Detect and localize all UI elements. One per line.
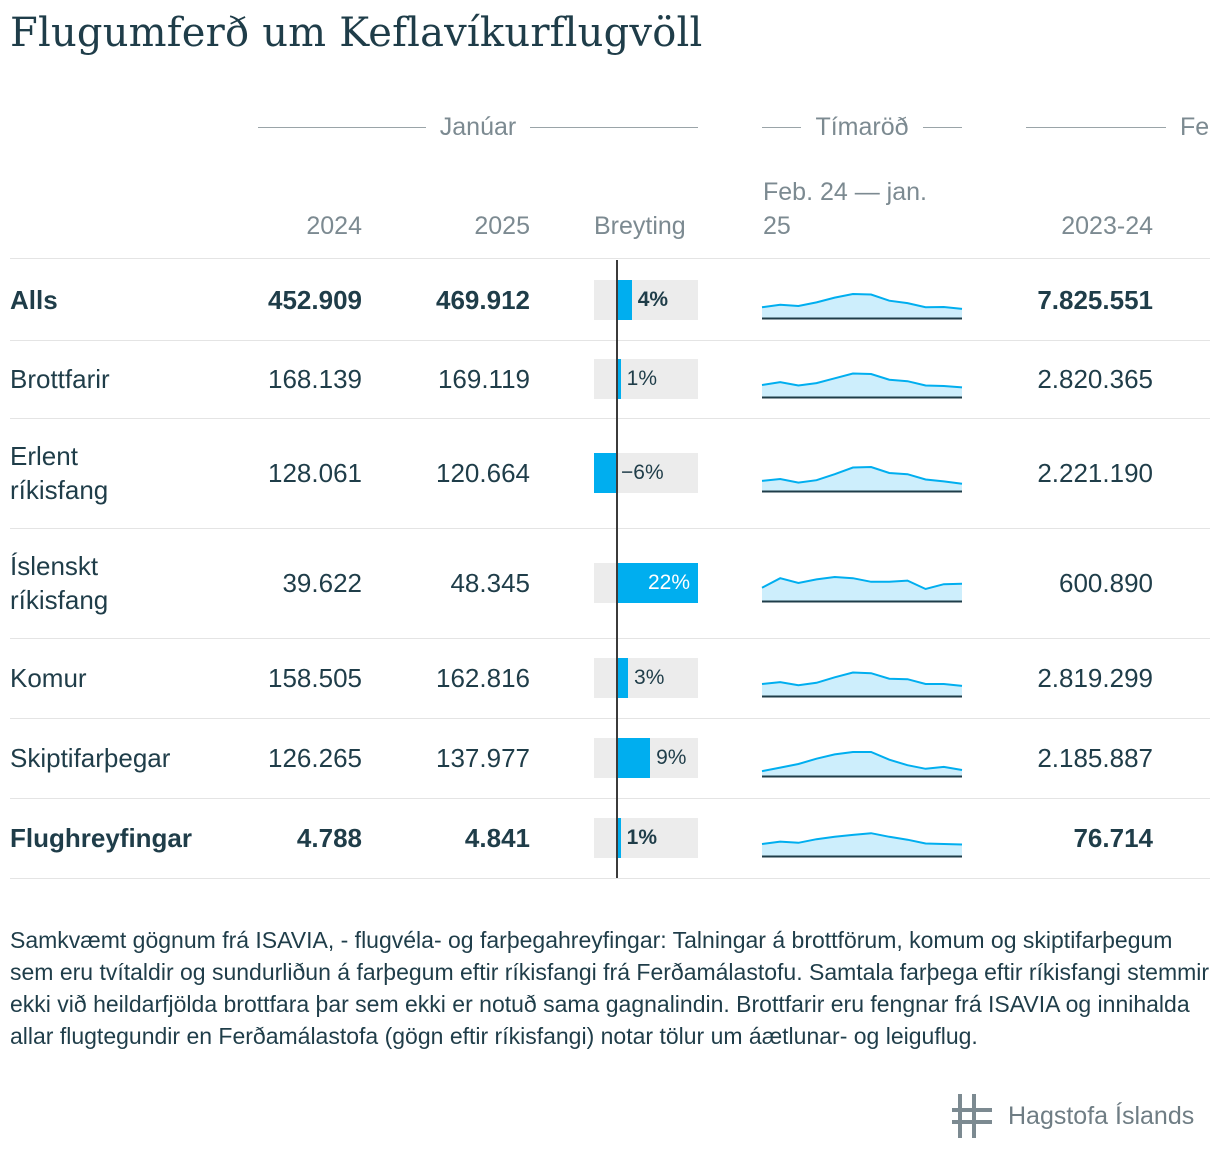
cell-y2024: 4.788 <box>296 823 362 853</box>
row-divider <box>10 798 1210 799</box>
sparkline <box>761 465 963 493</box>
column-header-series: Feb. 24 — jan. 25 <box>763 175 983 243</box>
change-bar-track <box>594 359 698 399</box>
sparkline <box>761 671 963 698</box>
row-label: Brottfarir <box>10 364 110 394</box>
cell-y2024: 158.505 <box>268 663 362 693</box>
change-label: 3% <box>634 666 665 689</box>
row-label: Flughreyfingar <box>10 823 193 853</box>
change-label: 1% <box>626 826 658 849</box>
cell-y2024: 452.909 <box>268 285 362 315</box>
cell-y2025: 4.841 <box>464 823 530 853</box>
hagstofa-logo-text: Hagstofa Íslands <box>1008 1101 1195 1130</box>
column-header-2024: 2024 <box>306 212 362 240</box>
row-divider <box>10 878 1210 879</box>
change-label: 9% <box>656 746 687 769</box>
column-header-series-line1: Feb. 24 — jan. <box>763 178 927 206</box>
sparkline <box>761 751 963 778</box>
row-label: Komur <box>10 663 87 693</box>
cell-y2024: 126.265 <box>268 743 362 773</box>
cell-y2025: 48.345 <box>450 568 530 598</box>
group-header-february: Fe <box>1026 110 1220 144</box>
sparkline-line <box>761 832 963 846</box>
change-bar <box>617 280 632 320</box>
group-header-series: Tímaröð <box>762 110 962 144</box>
row-divider <box>10 528 1210 529</box>
cell-year-total: 76.714 <box>1073 823 1153 853</box>
cell-y2024: 39.622 <box>282 568 362 598</box>
table-top-rule <box>10 258 1210 259</box>
cell-y2025: 120.664 <box>436 458 530 488</box>
cell-year-total: 2.819.299 <box>1037 663 1153 693</box>
sparkline-line <box>761 575 963 591</box>
change-label: −6% <box>621 461 664 484</box>
change-label: 22% <box>648 571 691 594</box>
sparkline <box>761 832 963 858</box>
sparkline-area <box>762 833 962 856</box>
sparkline-area <box>762 294 962 318</box>
group-label-january: Janúar <box>439 112 517 141</box>
sparkline-area <box>762 467 962 491</box>
group-header-january: Janúar <box>258 110 699 144</box>
change-bar-track <box>594 818 698 858</box>
change-bar <box>617 818 621 858</box>
row-label: Íslenskt ríkisfang <box>10 551 109 615</box>
cell-year-total: 2.221.190 <box>1037 458 1153 488</box>
change-bar-track <box>594 280 698 320</box>
cell-year-total: 7.825.551 <box>1037 285 1153 315</box>
column-header-2025: 2025 <box>474 212 530 240</box>
cell-y2025: 169.119 <box>437 364 530 394</box>
sparkline-area <box>762 672 962 696</box>
column-header-change: Breyting <box>594 212 686 240</box>
cell-y2025: 137.977 <box>436 743 530 773</box>
row-divider <box>10 638 1210 639</box>
sparkline-line <box>761 465 963 485</box>
cell-y2024: 168.139 <box>268 364 362 394</box>
change-bar-track <box>594 658 698 698</box>
sparkline-line <box>761 751 963 773</box>
change-label: 1% <box>626 367 658 390</box>
change-bar <box>617 563 698 603</box>
hagstofa-logo: Hagstofa Íslands <box>950 1092 1194 1140</box>
row-divider <box>10 718 1210 719</box>
sparkline-area <box>762 752 962 776</box>
change-bar <box>617 359 621 399</box>
row-label: Erlent ríkisfang <box>10 441 109 505</box>
cell-year-total: 2.185.887 <box>1037 743 1153 773</box>
sparkline <box>761 292 963 320</box>
group-label-february: Fe <box>1180 112 1210 141</box>
cell-y2025: 469.912 <box>436 285 530 315</box>
sparkline-area <box>762 373 962 397</box>
sparkline-line <box>761 292 963 310</box>
change-bar <box>617 738 651 778</box>
column-header-series-line2: 25 <box>763 212 791 240</box>
column-header-year-total: 2023-24 <box>1061 212 1153 240</box>
hagstofa-logo-icon <box>952 1094 992 1138</box>
row-divider <box>10 340 1210 341</box>
change-label: 4% <box>637 288 669 311</box>
group-label-series: Tímaröð <box>815 112 909 141</box>
sparkline <box>761 372 963 399</box>
change-bar <box>617 658 629 698</box>
cell-y2024: 128.061 <box>268 458 362 488</box>
cell-year-total: 2.820.365 <box>1037 364 1153 394</box>
row-label: Alls <box>10 285 58 315</box>
change-bar <box>594 453 617 493</box>
page-title: Flugumferð um Keflavíkurflugvöll <box>10 10 703 56</box>
sparkline-line <box>761 671 963 687</box>
cell-y2025: 162.816 <box>436 663 530 693</box>
sparkline-line <box>761 372 963 389</box>
footnote: Samkvæmt gögnum frá ISAVIA, - flugvéla- … <box>10 927 1210 1049</box>
change-zero-axis <box>616 260 618 878</box>
row-label: Skiptifarþegar <box>10 743 171 773</box>
sparkline <box>761 575 963 603</box>
cell-year-total: 600.890 <box>1059 568 1153 598</box>
row-divider <box>10 418 1210 419</box>
